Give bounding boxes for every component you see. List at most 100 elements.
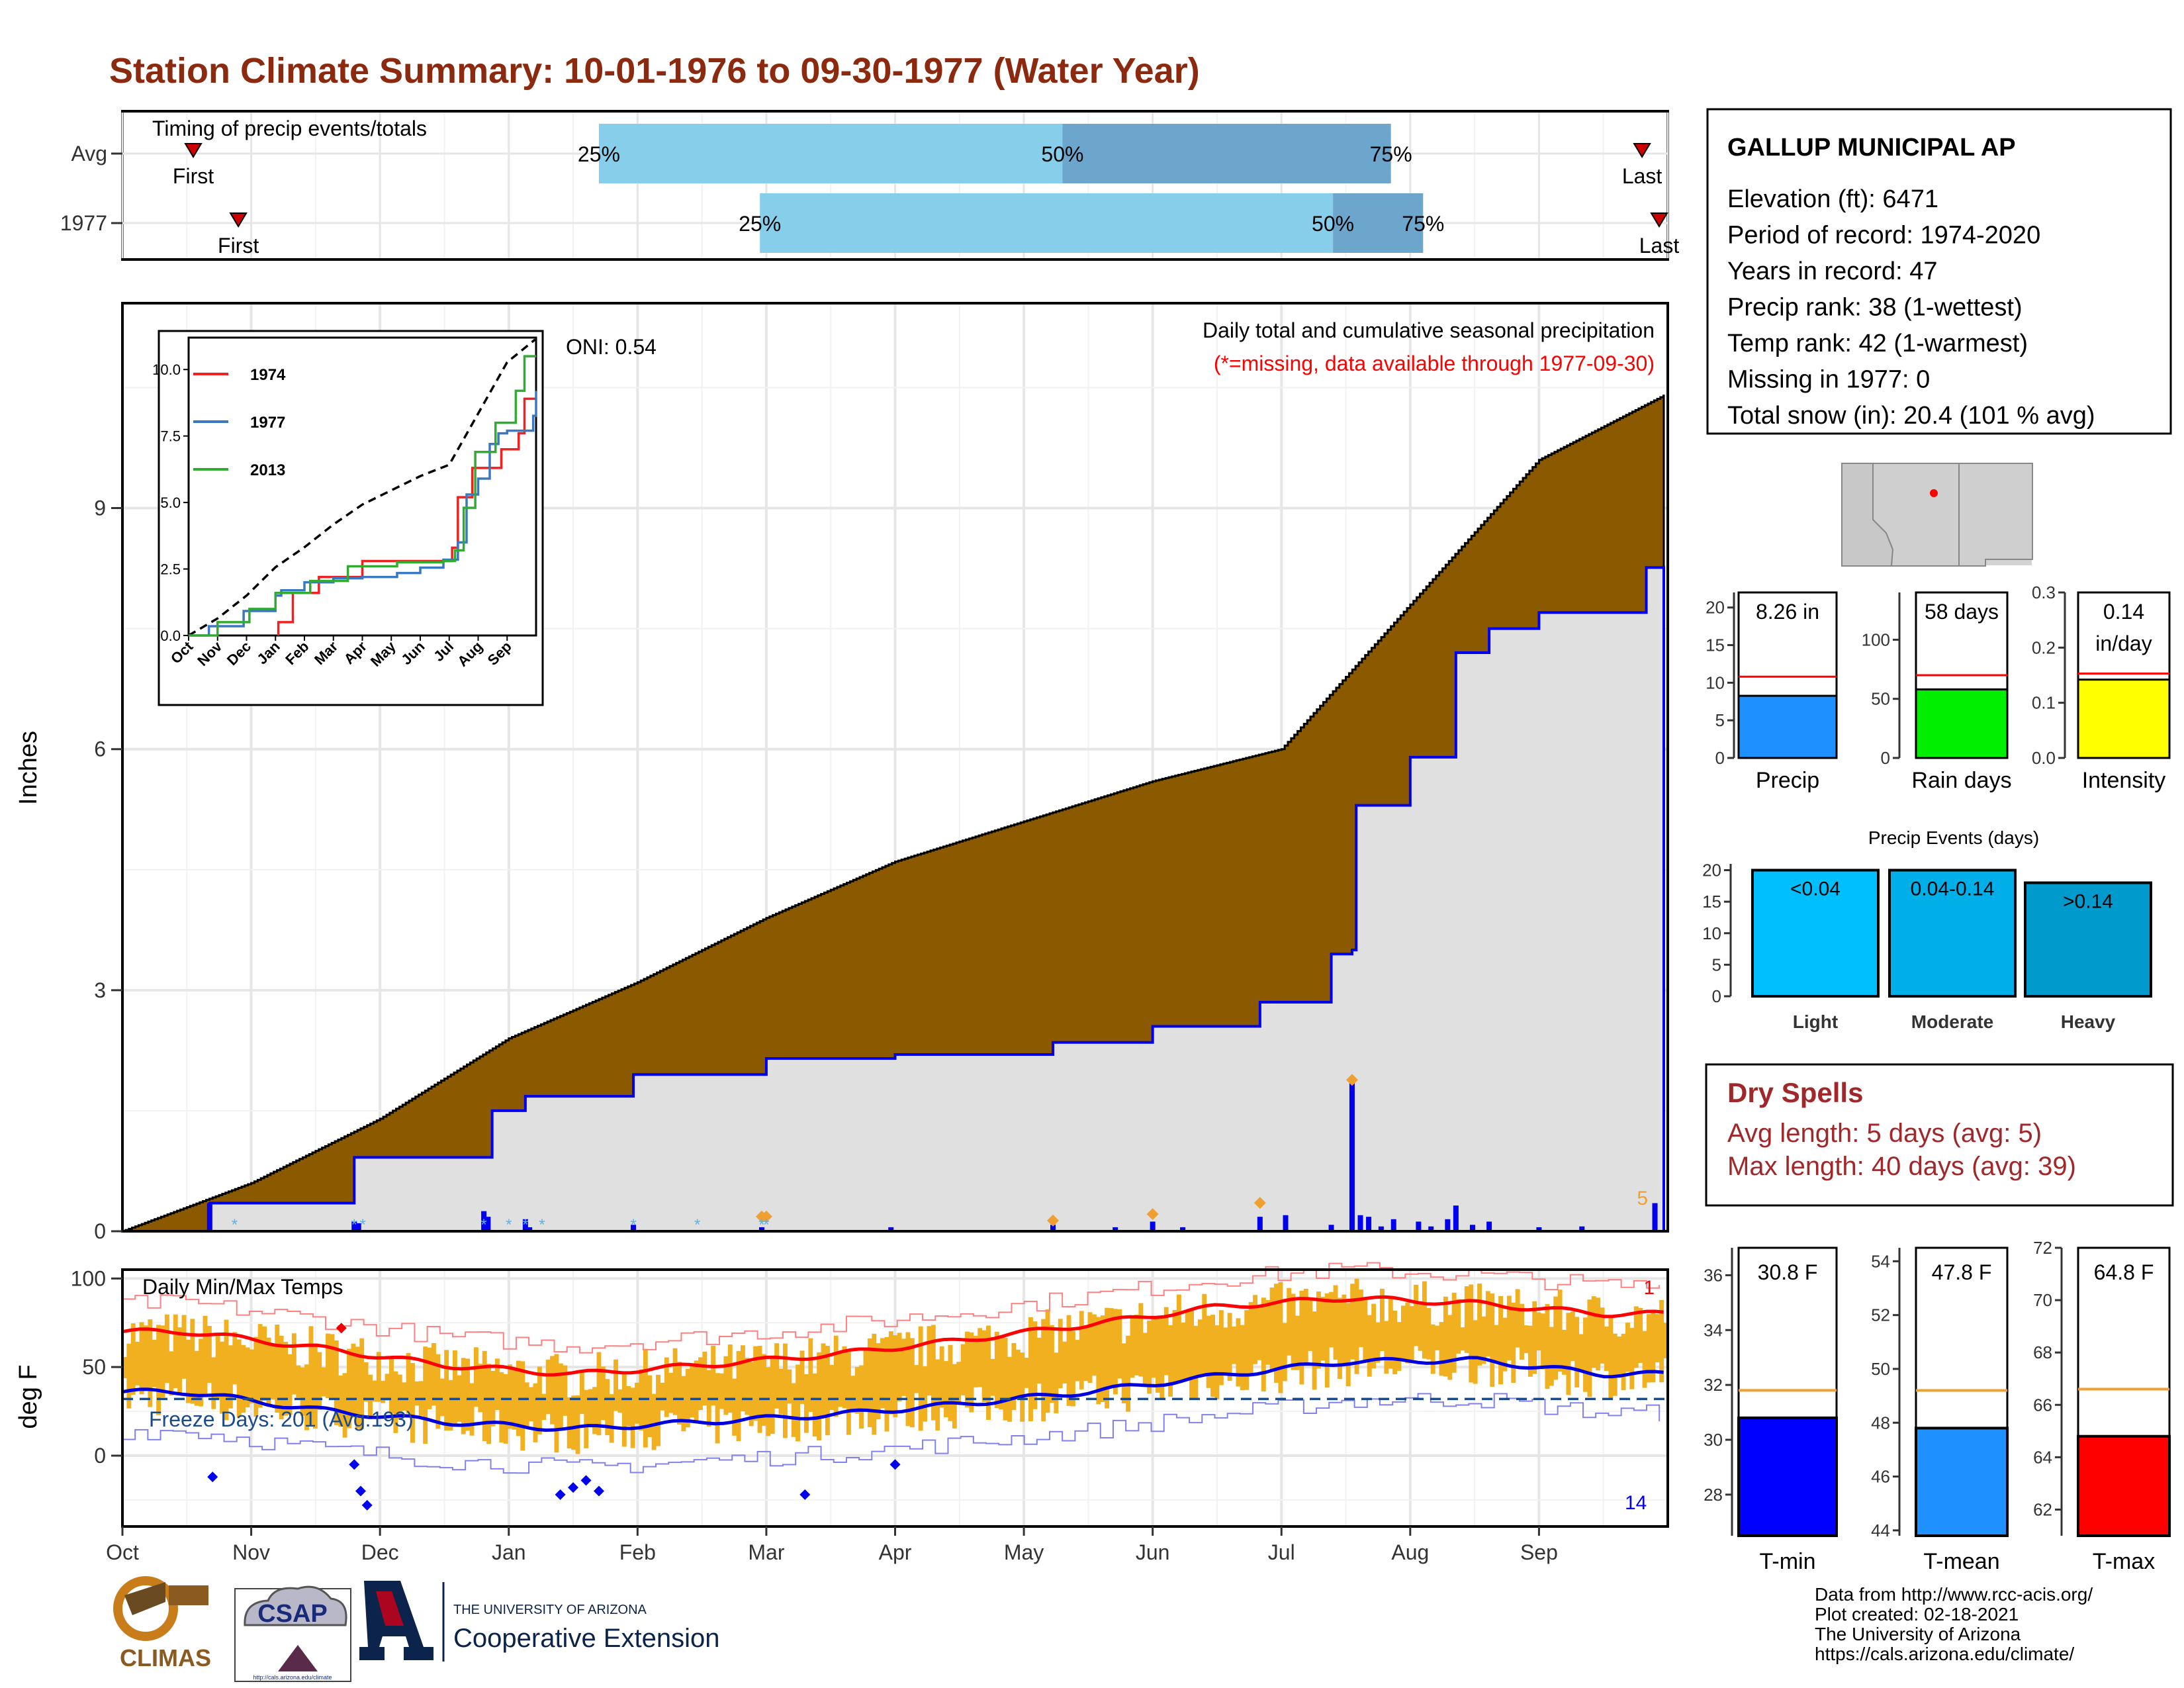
daily-temp-range-bar [236, 1339, 242, 1417]
daily-temp-range-bar [1303, 1288, 1308, 1363]
last-event-label: Last [1639, 234, 1680, 258]
trace-asterisk-icon: * [351, 1216, 357, 1234]
daily-temp-range-bar [1451, 1292, 1457, 1373]
ua-logo: THE UNIVERSITY OF ARIZONA Cooperative Ex… [359, 1581, 719, 1662]
station-detail-line: Period of record: 1974-2020 [1727, 222, 2040, 250]
timing-p25-label: 25% [578, 142, 620, 166]
precip-events-chart: Precip Events (days) 0 5 10 15 20 <0.04 Light 0.… [1702, 827, 2152, 1032]
month-label: Jan [492, 1540, 526, 1564]
record-low-marker-icon [555, 1489, 566, 1500]
footer-line: Data from http://www.rcc-acis.org/ [1815, 1584, 2093, 1605]
daily-temp-range-bar [761, 1354, 766, 1426]
observed-cumulative-area [122, 566, 1665, 1233]
ua-a-inner-icon [376, 1591, 404, 1626]
summary-bar-tick-label: 0.3 [2032, 583, 2056, 602]
daily-temp-range-bar [1282, 1323, 1287, 1382]
daily-temp-range-bar [1079, 1311, 1084, 1389]
daily-temp-range-bar [702, 1351, 707, 1406]
daily-temp-range-bar [130, 1323, 136, 1395]
events-tick-label: 5 [1712, 955, 1721, 974]
daily-temp-range-bar [1422, 1281, 1427, 1359]
dry-spells: Dry Spells Avg length: 5 days (avg: 5) M… [1705, 1063, 2174, 1207]
summary-bar-tick-label: 0.2 [2032, 637, 2056, 657]
daily-temp-range-bar [609, 1394, 614, 1443]
daily-temp-range-bar [432, 1343, 436, 1406]
daily-temp-range-bar [152, 1339, 157, 1387]
daily-temp-range-bar [1278, 1282, 1283, 1393]
daily-temp-range-bar [1269, 1287, 1275, 1372]
ua-small-text: THE UNIVERSITY OF ARIZONA [453, 1603, 647, 1617]
record-low-marker-icon [593, 1485, 604, 1497]
daily-precip-bar [206, 1203, 212, 1231]
daily-temp-range-bar [439, 1378, 445, 1417]
daily-temp-range-bar [1600, 1307, 1605, 1364]
month-label: Dec [361, 1540, 399, 1564]
daily-temp-range-bar [139, 1322, 144, 1395]
daily-temp-range-bar [1460, 1327, 1465, 1351]
daily-temp-range-bar [215, 1335, 220, 1400]
daily-precip-bar [1416, 1221, 1422, 1231]
daily-temp-range-bar [1524, 1325, 1529, 1354]
daily-temp-range-bar [909, 1338, 915, 1428]
daily-temp-range-bar [664, 1357, 669, 1417]
daily-temp-range-bar [745, 1358, 750, 1415]
daily-temp-range-bar [1265, 1300, 1271, 1365]
daily-temp-range-bar [1232, 1327, 1236, 1364]
daily-temp-range-bar [1604, 1327, 1609, 1372]
daily-temp-range-bar [1532, 1301, 1537, 1374]
daily-precip-bar [1366, 1217, 1372, 1231]
daily-temp-range-bar [164, 1314, 169, 1383]
daily-temp-range-bar [1367, 1315, 1372, 1377]
daily-temp-range-bar [948, 1344, 953, 1421]
daily-temp-range-bar [1359, 1289, 1363, 1348]
month-label: Nov [232, 1540, 270, 1564]
daily-temp-range-bar [626, 1386, 631, 1427]
temp-bar-tick-label: 66 [2033, 1395, 2052, 1415]
trace-asterisk-icon: * [522, 1216, 528, 1234]
daily-temp-range-bar [1206, 1315, 1211, 1388]
events-bar [1888, 868, 2017, 998]
daily-precip-bar [1652, 1203, 1658, 1231]
temperature-bars: 28 30 32 34 36 30.8 F T-min 44 46 48 50 52 54 47.8 F T… [1704, 1238, 2171, 1574]
daily-temp-range-bar [326, 1333, 330, 1399]
events-bar [2024, 881, 2152, 998]
trace-asterisk-icon: * [758, 1216, 764, 1234]
dry-title: Dry Spells [1727, 1077, 1863, 1108]
daily-temp-range-bar [850, 1376, 856, 1413]
summary-bar-value: 58 days [1925, 600, 1999, 624]
temp-bar-name: T-mean [1923, 1549, 1999, 1574]
daily-temp-range-bar [1520, 1303, 1524, 1360]
daily-temp-range-bar [1642, 1331, 1647, 1388]
daily-temp-range-bar [973, 1336, 978, 1387]
daily-precip-bar [1390, 1219, 1396, 1231]
csap-url: http://cals.arizona.edu/climate [253, 1674, 332, 1681]
station-detail-line: Total snow (in): 20.4 (101 % avg) [1727, 402, 2095, 430]
daily-temp-range-bar [1562, 1330, 1567, 1375]
daily-temp-range-bar [1244, 1310, 1250, 1390]
location-map [1841, 463, 2033, 567]
daily-temp-range-bar [621, 1372, 627, 1447]
daily-temp-range-bar [1612, 1333, 1617, 1396]
snow-marker-icon [1345, 1074, 1358, 1086]
daily-temp-range-bar [685, 1368, 690, 1428]
summary-bar-fill [1737, 694, 1838, 759]
daily-temp-range-bar [554, 1354, 559, 1453]
daily-temp-range-bar [1663, 1323, 1668, 1358]
daily-temp-range-bar [944, 1361, 948, 1418]
temp-bar-tick-label: 32 [1704, 1375, 1723, 1395]
daily-temp-range-bar [473, 1347, 478, 1407]
daily-temp-range-bar [1324, 1293, 1330, 1388]
inset-avg-line [188, 338, 536, 637]
page-title: Station Climate Summary: 10-01-1976 to 0… [109, 51, 1200, 91]
events-bar-label: >0.14 [2063, 891, 2113, 913]
timing-row-name: 1977 [60, 211, 107, 235]
station-info: GALLUP MUNICIPAL AP Elevation (ft): 6471… [1706, 108, 2172, 435]
daily-temp-range-bar [257, 1324, 263, 1408]
daily-temp-range-bar [1100, 1315, 1105, 1403]
summary-bar-tick-label: 10 [1706, 673, 1725, 692]
daily-temp-range-bar [376, 1352, 381, 1402]
daily-temp-range-bar [884, 1336, 889, 1432]
daily-temp-range-bar [1574, 1317, 1580, 1388]
daily-temp-range-bar [435, 1354, 441, 1429]
daily-temp-range-bar [986, 1325, 991, 1421]
